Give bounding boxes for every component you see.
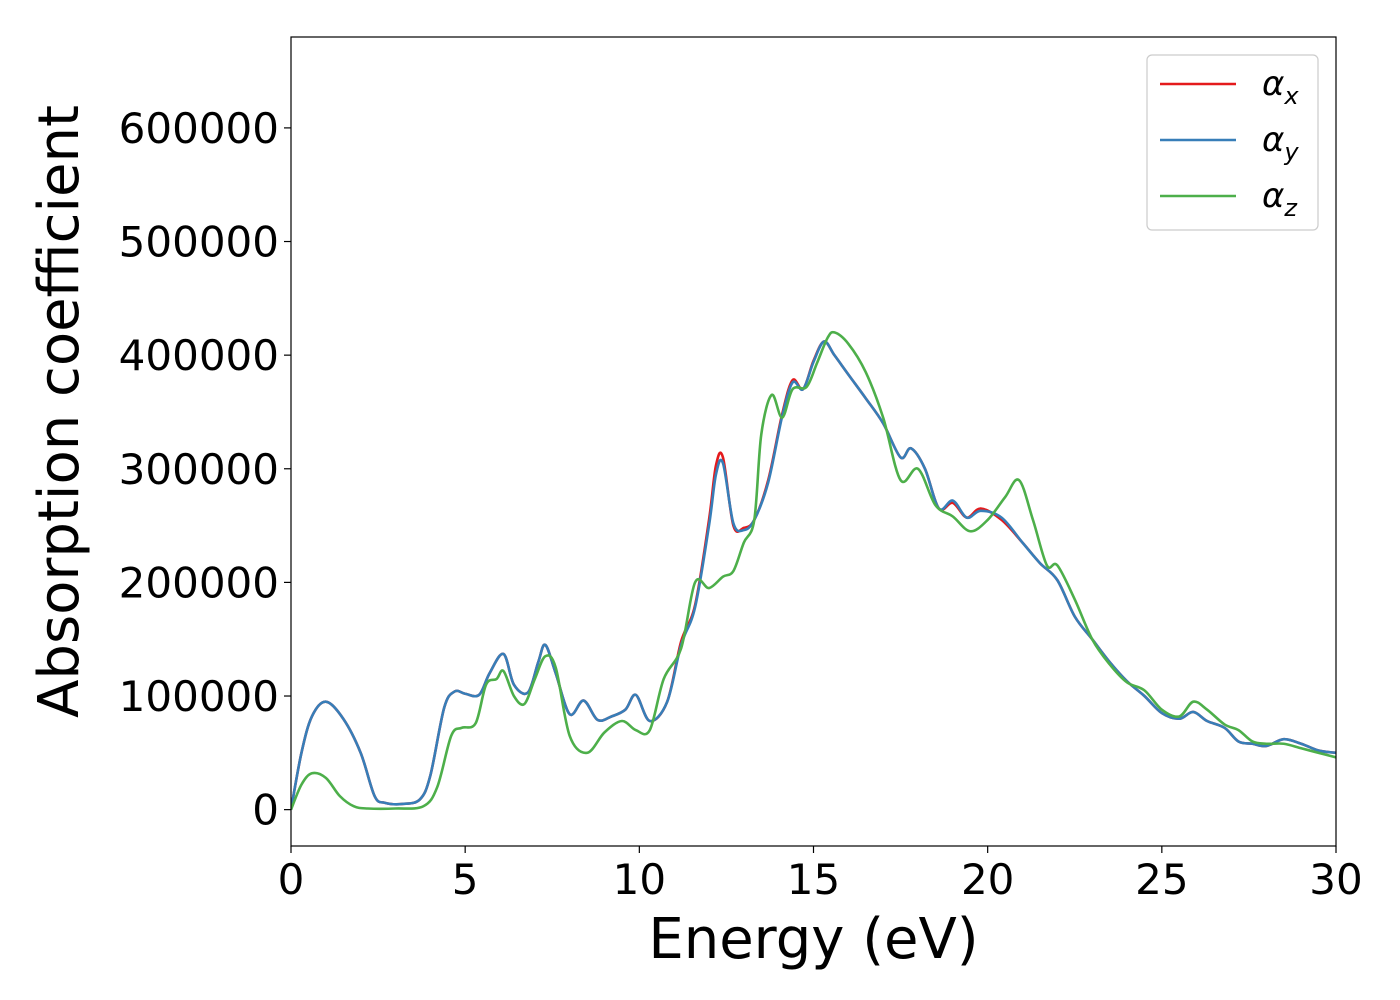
x-tick-label: 25 — [1135, 855, 1188, 904]
x-tick-label: 5 — [452, 855, 479, 904]
y-tick-label: 200000 — [119, 558, 279, 607]
x-tick-label: 30 — [1309, 855, 1362, 904]
x-tick-label: 20 — [961, 855, 1014, 904]
legend-label-x: αx — [1262, 64, 1299, 110]
y-axis-label: Absorption coefficient — [27, 105, 92, 718]
y-tick-label: 0 — [252, 786, 279, 835]
x-axis-ticks: 0 5 10 15 20 25 30 — [278, 846, 1363, 904]
x-axis-label: Energy (eV) — [648, 907, 978, 972]
legend-box — [1146, 54, 1319, 231]
y-tick-label: 500000 — [119, 218, 279, 267]
x-tick-label: 0 — [278, 855, 305, 904]
series-line-z — [291, 330, 1336, 811]
y-tick-label: 100000 — [119, 672, 279, 721]
series-line-x — [291, 340, 1336, 810]
y-tick-label: 600000 — [119, 104, 279, 153]
y-tick-label: 400000 — [119, 331, 279, 380]
x-tick-label: 10 — [613, 855, 666, 904]
x-tick-label: 15 — [787, 855, 840, 904]
legend-label-y: αy — [1262, 120, 1299, 166]
legend: αx αy αz — [1146, 54, 1319, 231]
series-line-y — [291, 340, 1336, 810]
y-tick-label: 300000 — [119, 445, 279, 494]
legend-label-z: αz — [1262, 176, 1298, 222]
series-layer — [291, 330, 1336, 811]
y-axis-ticks: 0 100000 200000 300000 400000 500000 600000 — [119, 104, 291, 835]
